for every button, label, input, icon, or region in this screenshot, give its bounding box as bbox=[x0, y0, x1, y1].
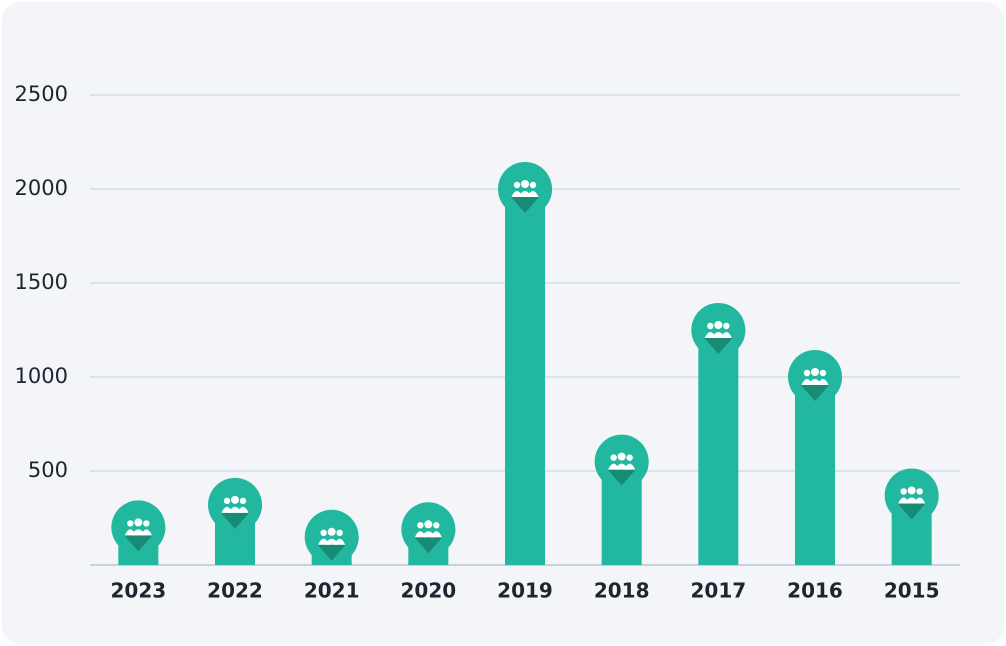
icon-head bbox=[336, 529, 343, 536]
icon-shadow-tail bbox=[897, 503, 926, 520]
icon-shadow-tail bbox=[607, 469, 636, 486]
icon-head bbox=[127, 520, 134, 527]
icon-head bbox=[819, 369, 827, 377]
icon-head bbox=[617, 452, 626, 461]
icon-head bbox=[811, 368, 819, 376]
y-tick-label: 2000 bbox=[15, 176, 68, 200]
icon-head bbox=[433, 522, 440, 529]
icon-head bbox=[529, 181, 537, 189]
bar-icon bbox=[111, 500, 166, 555]
bar bbox=[505, 189, 545, 565]
icon-circle bbox=[208, 477, 262, 532]
icon-circle bbox=[594, 434, 649, 489]
icon-head bbox=[239, 497, 247, 505]
x-tick-label: 2023 bbox=[110, 579, 166, 603]
bar bbox=[795, 377, 835, 565]
icon-head bbox=[610, 454, 617, 461]
icon-head bbox=[626, 454, 633, 461]
icon-head bbox=[723, 322, 730, 330]
bar-icon bbox=[594, 434, 649, 489]
icon-body bbox=[614, 463, 629, 470]
icon-body bbox=[711, 332, 726, 338]
icon-head bbox=[907, 486, 916, 495]
icon-body bbox=[228, 506, 242, 513]
icon-shadow-tail bbox=[801, 385, 829, 401]
bar-icon bbox=[401, 502, 456, 557]
icon-head bbox=[417, 522, 424, 529]
bar-icon bbox=[788, 350, 842, 404]
icon-shadow-tail bbox=[317, 544, 346, 561]
bar-icon bbox=[208, 477, 262, 532]
icon-shadow-tail bbox=[511, 197, 539, 213]
icon-body bbox=[518, 191, 532, 197]
icon-shadow-tail bbox=[124, 535, 153, 552]
x-tick-label: 2020 bbox=[400, 579, 456, 603]
icon-circle bbox=[691, 303, 746, 357]
icon-body bbox=[421, 531, 436, 538]
icon-shadow-tail bbox=[221, 512, 249, 529]
icon-circle bbox=[884, 468, 939, 523]
icon-head bbox=[327, 527, 336, 536]
y-tick-label: 2500 bbox=[15, 82, 68, 106]
y-tick-label: 1000 bbox=[15, 364, 68, 388]
icon-head bbox=[513, 181, 521, 189]
bar-icon bbox=[691, 303, 746, 357]
icon-head bbox=[143, 520, 150, 527]
icon-shadow-tail bbox=[704, 338, 733, 354]
y-tick-label: 500 bbox=[28, 458, 68, 482]
x-tick-label: 2018 bbox=[594, 579, 650, 603]
icon-shadow-tail bbox=[414, 537, 443, 554]
icon-body bbox=[904, 497, 919, 504]
x-tick-label: 2022 bbox=[207, 579, 263, 603]
icon-circle bbox=[498, 162, 552, 216]
x-tick-label: 2015 bbox=[884, 579, 940, 603]
icon-head bbox=[134, 518, 143, 527]
x-tick-label: 2016 bbox=[787, 579, 843, 603]
icon-circle bbox=[111, 500, 166, 555]
icon-head bbox=[521, 180, 529, 188]
x-tick-label: 2021 bbox=[304, 579, 360, 603]
x-tick-label: 2019 bbox=[497, 579, 553, 603]
y-tick-label: 1500 bbox=[15, 270, 68, 294]
icon-body bbox=[808, 379, 822, 385]
icon-circle bbox=[788, 350, 842, 404]
icon-head bbox=[320, 529, 327, 536]
icon-circle bbox=[401, 502, 456, 557]
icon-body bbox=[324, 538, 339, 545]
x-tick-label: 2017 bbox=[690, 579, 746, 603]
icon-head bbox=[803, 369, 811, 377]
bar-icon bbox=[304, 509, 359, 564]
icon-body bbox=[131, 529, 146, 536]
icon-head bbox=[900, 488, 907, 495]
bar bbox=[698, 330, 739, 565]
icon-head bbox=[707, 322, 714, 330]
icon-circle bbox=[304, 509, 359, 564]
bar-icon bbox=[884, 468, 939, 523]
icon-head bbox=[916, 488, 923, 495]
icon-head bbox=[231, 495, 239, 504]
bar-icon bbox=[498, 162, 552, 216]
icon-head bbox=[424, 520, 433, 529]
icon-head bbox=[714, 321, 723, 329]
icon-head bbox=[223, 497, 231, 505]
